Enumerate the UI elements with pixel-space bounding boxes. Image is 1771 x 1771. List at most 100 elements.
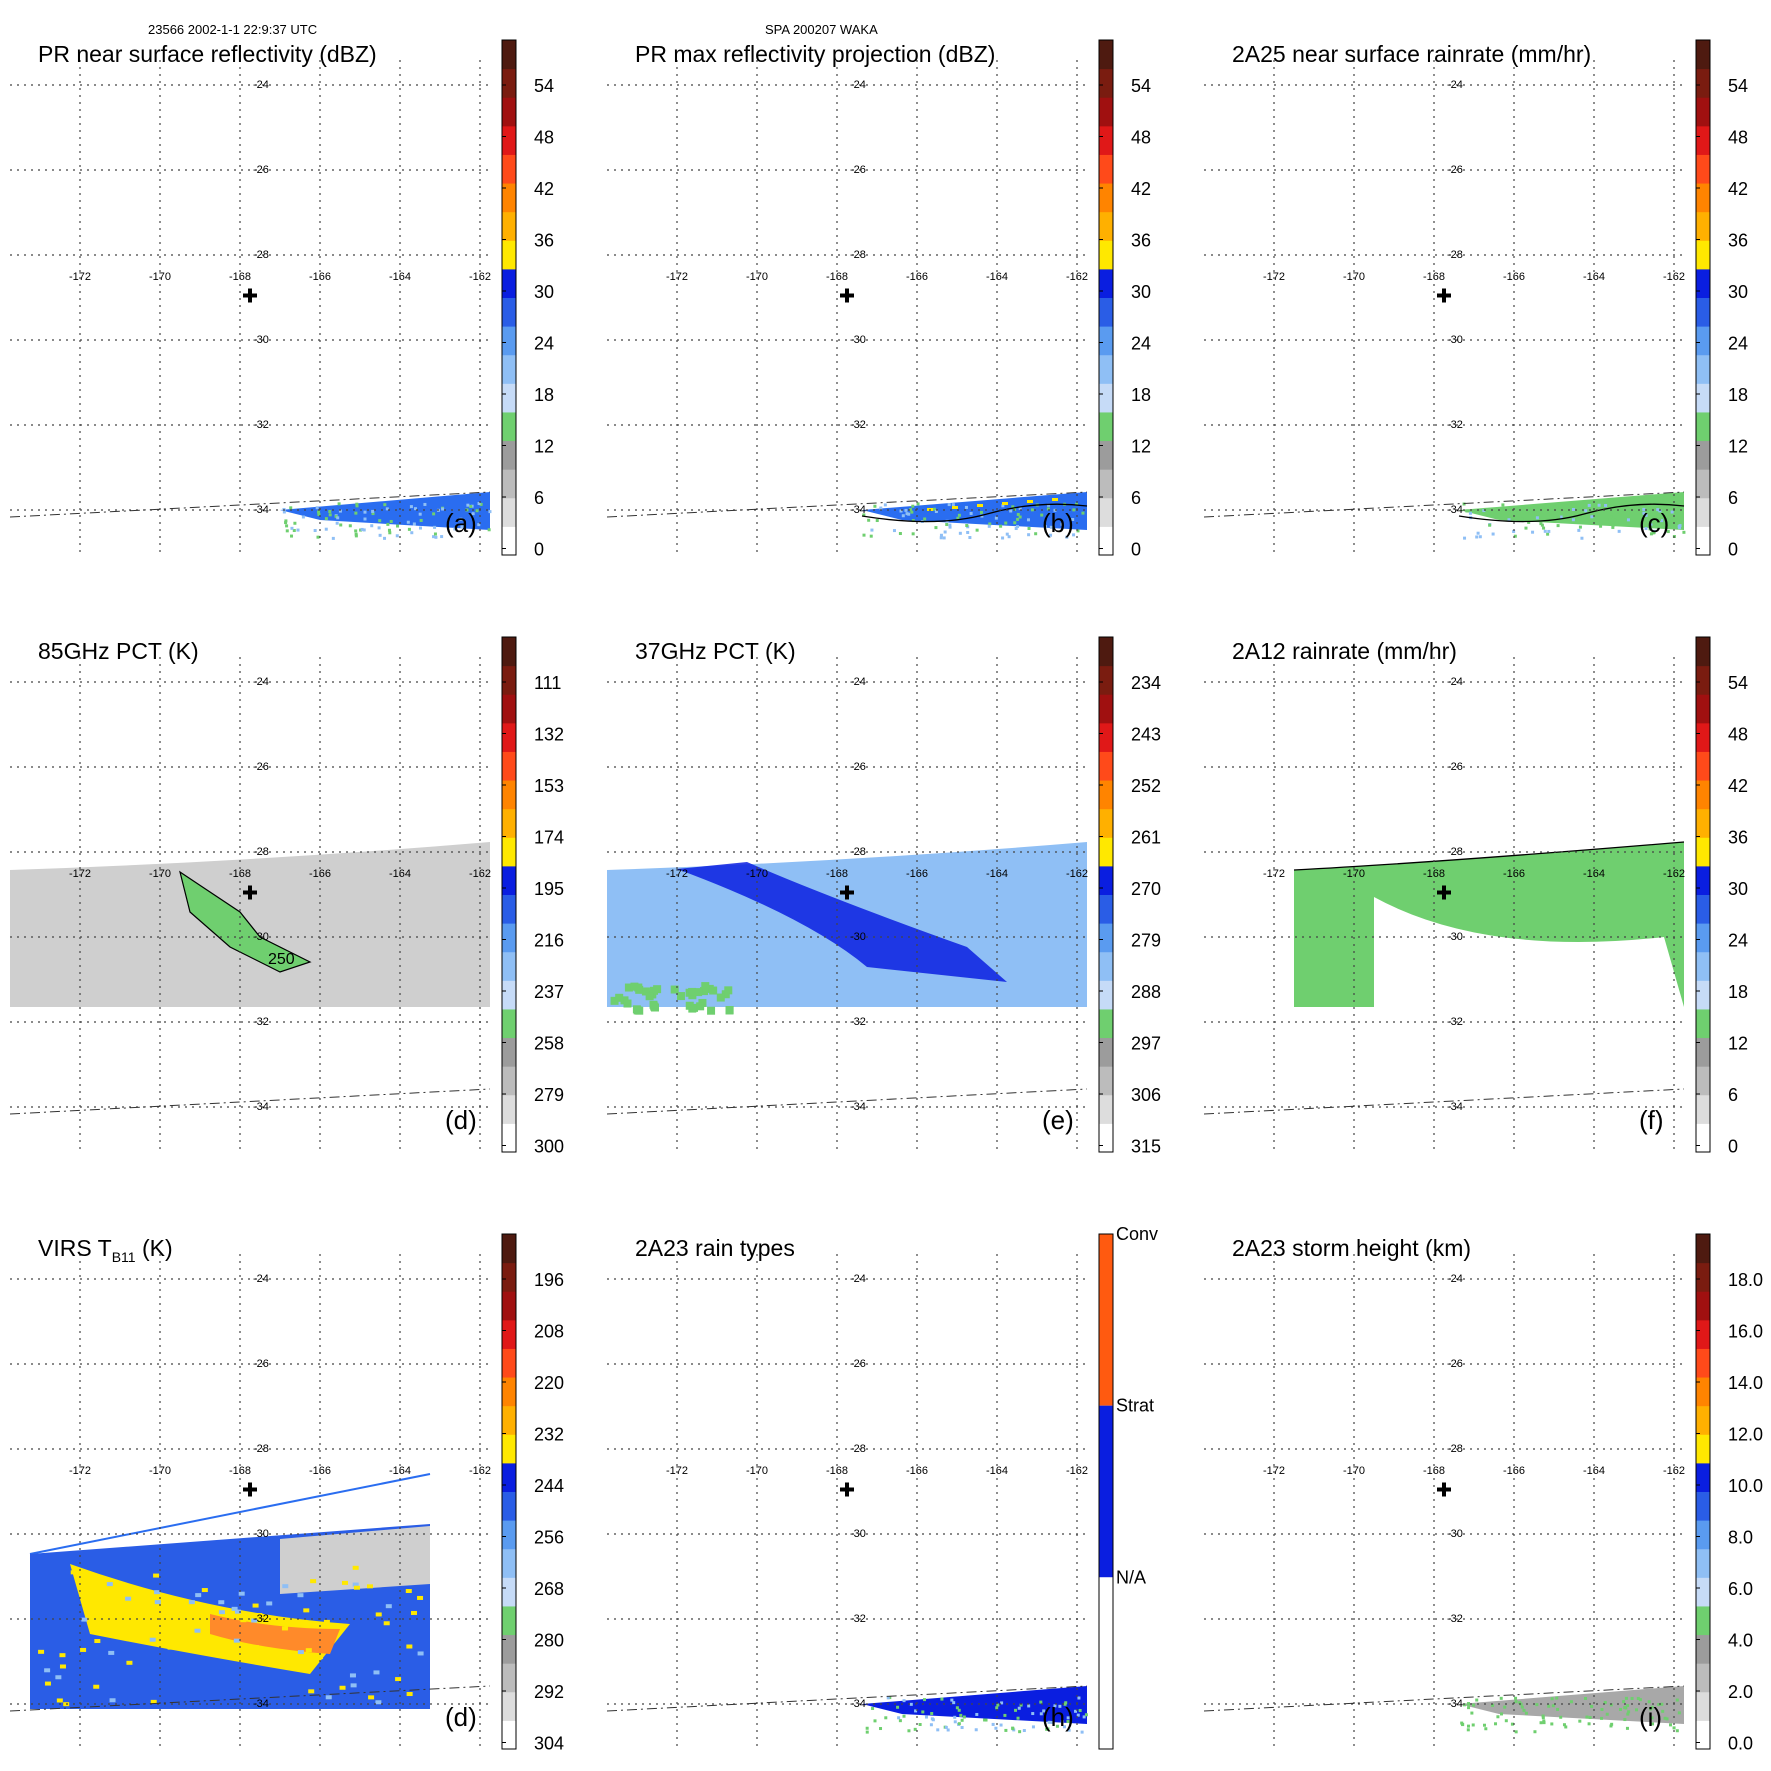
rain-pixel <box>939 533 943 537</box>
colorbar-segment <box>502 40 516 70</box>
colorbar-segment <box>502 923 516 953</box>
rain-pixel <box>1007 535 1011 539</box>
rain-pixel <box>1484 1727 1488 1731</box>
rain-pixel <box>1475 1698 1479 1702</box>
colorbar-tick-label: 252 <box>1131 776 1161 796</box>
rain-pixel <box>285 524 289 528</box>
lon-tick-label: -166 <box>1503 1465 1525 1477</box>
rain-pixel <box>475 509 479 513</box>
lat-tick-label: -32 <box>1447 1016 1463 1028</box>
rain-pixel <box>1564 1725 1568 1729</box>
rain-pixel <box>1587 503 1591 507</box>
colorbar-segment <box>1099 1234 1113 1406</box>
cloud-pixel <box>154 1590 161 1595</box>
rain-pixel <box>898 532 902 536</box>
colorbar-frame <box>501 636 517 1153</box>
rain-pixel <box>1578 1719 1582 1723</box>
colorbar-tick-label: 258 <box>534 1034 564 1054</box>
colorbar-segment <box>502 1234 516 1264</box>
rain-pixel <box>1519 1702 1523 1706</box>
rain-pixel <box>1000 1701 1004 1705</box>
lon-tick-label: -162 <box>1663 1465 1685 1477</box>
colorbar-segment <box>502 780 516 810</box>
rain-pixel <box>1623 1718 1627 1722</box>
cloud-pixel <box>104 1601 111 1606</box>
rain-pixel <box>707 1006 716 1015</box>
lon-tick-label: -162 <box>1066 868 1088 880</box>
rain-pixel <box>1542 1721 1546 1725</box>
lat-tick-label: -24 <box>253 1273 269 1285</box>
rain-pixel <box>934 526 938 530</box>
lon-tick-label: -168 <box>1423 868 1445 880</box>
storm-center-marker <box>1437 1482 1451 1497</box>
rain-pixel <box>460 525 464 529</box>
lat-tick-label: -28 <box>1447 1443 1463 1455</box>
cloud-pixel <box>375 1700 382 1705</box>
lat-tick-label: -24 <box>253 79 269 91</box>
rain-pixel <box>1013 507 1017 511</box>
colorbar-tick-label: 237 <box>534 982 564 1002</box>
rain-pixel <box>1043 525 1047 529</box>
rain-pixel <box>948 525 952 529</box>
rain-pixel <box>363 517 367 521</box>
lon-tick-label: -166 <box>906 1465 928 1477</box>
rain-pixel <box>1055 1724 1059 1728</box>
orbit-track-line <box>9 1088 491 1115</box>
rain-pixel <box>389 519 393 523</box>
rain-pixel <box>1559 515 1563 519</box>
rain-pixel <box>1664 519 1668 523</box>
rain-pixel <box>1072 508 1076 512</box>
colorbar-tick-label: 261 <box>1131 828 1161 848</box>
lat-tick-label: -30 <box>850 334 866 346</box>
cloud-pixel <box>325 1695 332 1700</box>
cloud-pixel <box>201 1588 208 1593</box>
colorbar-segment <box>1099 1094 1113 1124</box>
rain-pixel <box>1034 532 1038 536</box>
rain-pixel <box>1644 513 1648 517</box>
cloud-pixel <box>149 1637 156 1642</box>
colorbar-segment <box>1696 526 1710 556</box>
rain-pixel <box>1049 525 1053 529</box>
colorbar-tick-label: 292 <box>534 1682 564 1702</box>
colorbar-segment <box>1696 1405 1710 1435</box>
coldest-cloud-region <box>210 1614 340 1654</box>
rain-pixel <box>916 502 920 506</box>
panel-title: 2A25 near surface rainrate (mm/hr) <box>1232 41 1591 67</box>
lon-tick-label: -162 <box>469 868 491 880</box>
colorbar-tick-label: 297 <box>1131 1034 1161 1054</box>
rain-pixel <box>945 523 949 527</box>
lon-tick-label: -164 <box>986 271 1008 283</box>
colorbar-segment <box>502 497 516 527</box>
rain-pixel <box>1076 529 1080 533</box>
colorbar-segment <box>1696 951 1710 981</box>
rain-pixel <box>932 507 936 511</box>
cloud-pixel <box>350 1683 357 1688</box>
rain-pixel <box>1017 1706 1021 1710</box>
rain-pixel <box>1039 1712 1043 1716</box>
rain-pixel <box>419 518 423 522</box>
cloud-pixel <box>383 1621 390 1626</box>
rain-pixel <box>869 534 873 538</box>
rain-pixel <box>337 502 341 506</box>
colorbar-segment <box>502 694 516 724</box>
rain-pixel <box>1590 1704 1594 1708</box>
lat-tick-label: -30 <box>253 1528 269 1540</box>
colorbar-segment <box>1099 68 1113 98</box>
colorbar-segment <box>1696 411 1710 442</box>
rain-pixel <box>716 993 725 1002</box>
cloud-pixel <box>310 1579 317 1584</box>
colorbar-segment <box>1696 1234 1710 1264</box>
rain-pixel <box>685 1001 694 1010</box>
rain-pixel <box>284 519 288 523</box>
contour-line <box>861 503 1088 523</box>
rain-pixel <box>1634 1708 1638 1712</box>
colorbar-segment <box>502 354 516 384</box>
rain-pixel <box>914 1709 918 1713</box>
colorbar-tick-label: 30 <box>1728 282 1748 302</box>
colorbar-segment <box>1696 751 1710 781</box>
rain-pixel <box>1520 1705 1524 1709</box>
rain-pixel <box>709 986 718 995</box>
colorbar-segment <box>502 411 516 442</box>
rain-pixel <box>1076 1713 1080 1717</box>
colorbar-segment <box>502 268 516 298</box>
